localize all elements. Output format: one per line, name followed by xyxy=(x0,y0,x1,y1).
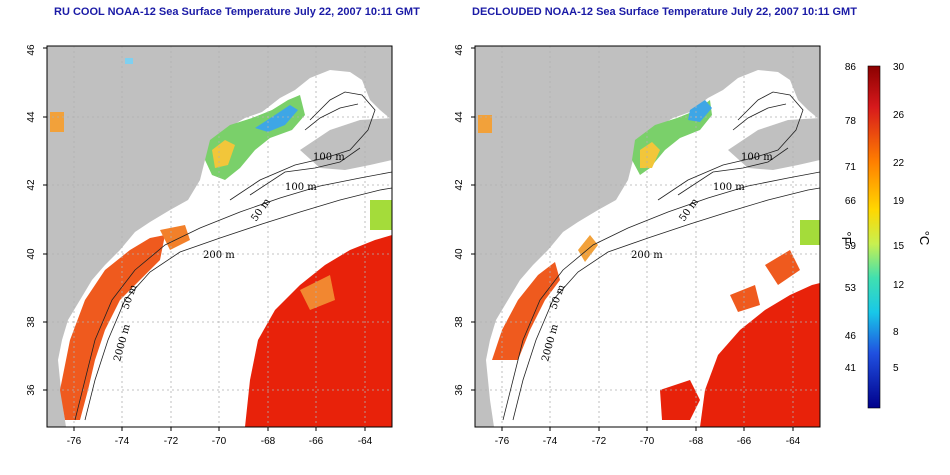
lat-tick-label: 42 xyxy=(26,179,37,191)
lon-tick-label: -70 xyxy=(212,436,227,447)
lon-tick-label: -68 xyxy=(261,436,276,447)
warm-water-region xyxy=(245,235,392,427)
celsius-unit-label: °C xyxy=(917,231,932,246)
fahrenheit-tick: 86 xyxy=(845,62,857,73)
lat-tick-label: 42 xyxy=(454,179,465,191)
right-map-title: DECLOUDED NOAA-12 Sea Surface Temperatur… xyxy=(472,6,857,18)
temperature-colorbar: 86 78 71 66 59 53 46 41 30 26 22 19 15 1… xyxy=(839,62,932,409)
colorbar-gradient xyxy=(867,65,881,409)
lon-tick-label: -64 xyxy=(358,436,373,447)
celsius-tick: 26 xyxy=(893,110,905,121)
right-sst-map: 100 m 100 m 50 m 200 m 50 m 2000 m -76 -… xyxy=(454,44,821,447)
lon-tick-label: -72 xyxy=(592,436,607,447)
celsius-tick: 22 xyxy=(893,158,905,169)
land-nova-scotia xyxy=(300,118,392,170)
lat-tick-label: 44 xyxy=(454,111,465,123)
lat-tick-label: 44 xyxy=(26,111,37,123)
lon-tick-label: -64 xyxy=(786,436,801,447)
left-sst-map: 100 m 100 m 50 m 200 m 50 m 2000 m -76 -… xyxy=(26,44,393,447)
celsius-tick: 5 xyxy=(893,363,899,374)
celsius-tick: 30 xyxy=(893,62,905,73)
contour-label: 200 m xyxy=(203,250,235,261)
fahrenheit-tick: 71 xyxy=(845,162,857,173)
lon-tick-label: -68 xyxy=(689,436,704,447)
celsius-tick: 19 xyxy=(893,196,905,207)
lat-tick-label: 36 xyxy=(26,384,37,396)
fahrenheit-tick: 53 xyxy=(845,283,857,294)
left-map-title: RU COOL NOAA-12 Sea Surface Temperature … xyxy=(54,6,420,18)
gom-warm xyxy=(212,140,235,168)
lat-tick-label: 38 xyxy=(454,316,465,328)
lon-tick-label: -66 xyxy=(737,436,752,447)
celsius-tick: 12 xyxy=(893,280,905,291)
contour-label: 100 m xyxy=(313,152,345,163)
lon-tick-label: -72 xyxy=(164,436,179,447)
lat-tick-label: 36 xyxy=(454,384,465,396)
fahrenheit-unit-label: °F xyxy=(839,231,854,244)
lon-tick-label: -74 xyxy=(115,436,130,447)
land-mass xyxy=(475,46,820,427)
contour-label: 100 m xyxy=(741,152,773,163)
lat-tick-label: 46 xyxy=(26,44,37,56)
lon-tick-label: -74 xyxy=(543,436,558,447)
fahrenheit-tick: 41 xyxy=(845,363,857,374)
lat-tick-label: 40 xyxy=(26,248,37,260)
lon-tick-label: -66 xyxy=(309,436,324,447)
contour-label: 100 m xyxy=(285,182,317,193)
contour-label: 100 m xyxy=(713,182,745,193)
lon-tick-label: -76 xyxy=(495,436,510,447)
contour-label: 200 m xyxy=(631,250,663,261)
lat-tick-label: 46 xyxy=(454,44,465,56)
lat-tick-label: 38 xyxy=(26,316,37,328)
lon-tick-label: -76 xyxy=(67,436,82,447)
gulf-of-maine-cold xyxy=(255,105,298,132)
land-nova-scotia xyxy=(728,118,820,170)
fahrenheit-tick: 46 xyxy=(845,331,857,342)
fahrenheit-tick: 59 xyxy=(845,241,857,252)
celsius-tick: 15 xyxy=(893,241,905,252)
land-mass xyxy=(47,46,392,427)
lat-tick-label: 40 xyxy=(454,248,465,260)
fahrenheit-tick: 78 xyxy=(845,116,857,127)
warm-water-region xyxy=(700,283,820,427)
lon-tick-label: -70 xyxy=(640,436,655,447)
celsius-tick: 8 xyxy=(893,327,899,338)
fahrenheit-tick: 66 xyxy=(845,196,857,207)
